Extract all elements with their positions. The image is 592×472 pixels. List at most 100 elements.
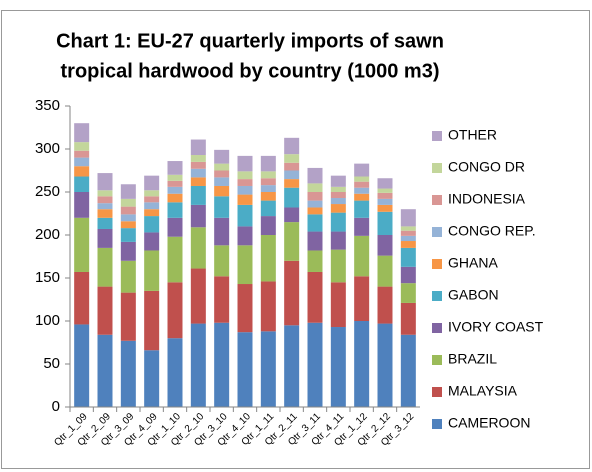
y-tick-label: 300 [35,140,60,157]
bar-segment [144,216,160,233]
bar-segment [284,162,300,171]
bar-segment [74,217,90,272]
bar-segment [284,187,300,208]
bar-segment [74,176,90,192]
bar-segment [214,196,230,218]
bar-segment [120,206,136,215]
bar-segment [237,179,253,186]
bar-segment [167,186,183,194]
legend-swatch [432,355,442,365]
bar-segment [190,227,206,269]
bar-segment [330,231,346,250]
bar-segment [330,212,346,232]
bar-segment [284,170,300,180]
chart-title: tropical hardwood by country (1000 m3) [61,60,440,82]
bar-segment [400,226,416,231]
legend-swatch [432,419,442,429]
bar-segment [330,192,346,199]
bar-segment [190,161,206,169]
bar-segment [120,198,136,207]
bar-segment [190,139,206,156]
bar-segment [307,207,323,215]
bar-segment [260,200,276,217]
bar-segment [330,249,346,283]
bar-segment [260,155,276,172]
bar-segment [97,286,113,335]
bar-segment [330,327,346,407]
bar-segment [330,175,346,187]
bar-segment [284,154,300,163]
legend-label: IVORY COAST [448,319,544,335]
bar-segment [167,161,183,175]
legend-swatch [432,163,442,173]
bar-segment [400,241,416,248]
bar-segment [284,179,300,188]
bar-segment [144,290,160,351]
bar-segment [307,167,323,184]
bar-segment [354,200,370,218]
bar-segment [377,235,393,256]
bar-segment [237,284,253,333]
bar-segment [190,177,206,186]
bar-segment [167,217,183,237]
bar-segment [260,171,276,179]
legend-label: CONGO REP. [448,223,536,239]
bar-segment [120,340,136,407]
y-tick-label: 150 [35,269,60,286]
bar-segment [400,283,416,303]
bar-segment [377,192,393,199]
legend-label: GHANA [448,255,498,271]
bar-segment [97,247,113,287]
bar-segment [330,198,346,205]
bar-segment [354,163,370,177]
bar-segment [167,193,183,203]
bar-segment [190,155,206,162]
bar-segment [260,331,276,407]
bar-segment [144,232,160,251]
bar-segment [400,266,416,284]
bar-segment [120,260,136,293]
bar-segment [74,150,90,158]
bar-segment [400,230,416,236]
bar-segment [74,166,90,177]
bar-segment [214,217,230,246]
bar-segment [167,282,183,339]
bar-segment [377,286,393,324]
y-tick-label: 50 [43,355,60,372]
legend-label: GABON [448,287,499,303]
y-tick-label: 350 [35,97,60,114]
bar-segment [377,198,393,205]
legend-label: INDONESIA [448,191,526,207]
bar-segment [144,196,160,203]
bar-segment [377,323,393,407]
bar-segment [377,178,393,189]
bar-segment [237,194,253,205]
bar-segment [354,217,370,236]
bar-segment [167,202,183,218]
bar-segment [214,322,230,407]
legend-label: BRAZIL [448,351,497,367]
bar-segment [260,216,276,235]
bar-segment [377,255,393,287]
bar-segment [97,334,113,407]
bar-segment [214,163,230,171]
legend-swatch [432,323,442,333]
bar-segment [260,235,276,282]
bar-segment [330,282,346,328]
bar-segment [144,250,160,291]
legend-swatch [432,291,442,301]
bar-segment [167,174,183,181]
legend-label: OTHER [448,127,497,143]
bar-segment [284,325,300,407]
bar-segment [214,177,230,186]
y-tick-label: 200 [35,226,60,243]
legend-label: MALAYSIA [448,383,518,399]
bar-segment [167,338,183,407]
bar-segment [120,221,136,229]
bar-segment [74,142,90,151]
bar-segment [214,149,230,164]
bar-segment [120,241,136,261]
bar-segment [97,228,113,248]
bar-segment [214,276,230,323]
